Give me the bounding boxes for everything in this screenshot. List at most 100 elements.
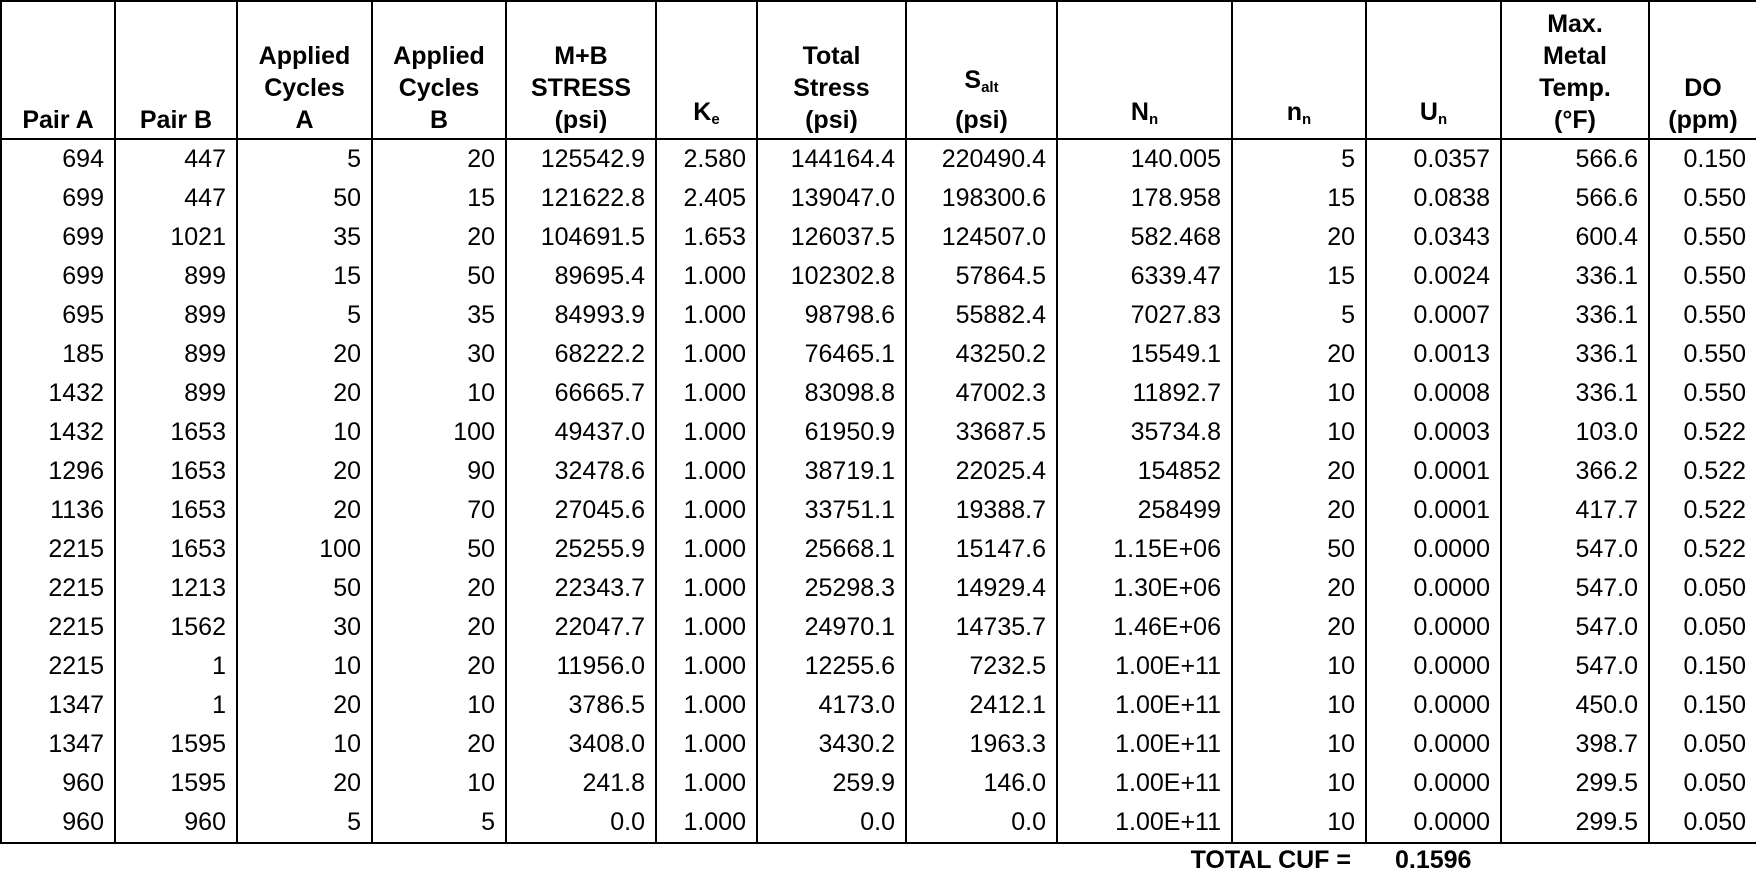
- table-cell: 336.1: [1500, 335, 1650, 374]
- table-cell: 103.0: [1500, 413, 1650, 452]
- table-cell: 1347: [0, 686, 116, 725]
- table-cell: 20: [236, 686, 373, 725]
- table-cell: 25298.3: [756, 569, 907, 608]
- table-cell: 699: [0, 218, 116, 257]
- table-cell: 0.550: [1648, 296, 1756, 335]
- table-cell: 14735.7: [905, 608, 1058, 647]
- header-line: (psi): [554, 106, 608, 134]
- table-cell: 450.0: [1500, 686, 1650, 725]
- table-cell: 66665.7: [505, 374, 657, 413]
- table-cell: 0.150: [1648, 647, 1756, 686]
- table-cell: 140.005: [1056, 139, 1233, 179]
- table-cell: 15: [371, 179, 507, 218]
- table-cell: 185: [0, 335, 116, 374]
- table-cell: 22343.7: [505, 569, 657, 608]
- table-cell: 1653: [114, 491, 238, 530]
- table-cell: 30: [236, 608, 373, 647]
- table-cell: 0.0007: [1365, 296, 1502, 335]
- table-cell: 2215: [0, 569, 116, 608]
- table-cell: 960: [0, 764, 116, 803]
- table-body: 694 447 5 20 125542.9 2.580 144164.4 220490.4 14…: [0, 139, 1756, 844]
- table-cell: 20: [1231, 335, 1367, 374]
- table-row: 699 447 50 15 121622.8 2.405 139047.0 198300.6 1…: [0, 179, 1756, 218]
- table-cell: 447: [114, 179, 238, 218]
- table-cell: 154852: [1056, 452, 1233, 491]
- header-line: DO: [1684, 74, 1722, 102]
- table-cell: 1: [114, 647, 238, 686]
- table-row: 1296 1653 20 90 32478.6 1.000 38719.1 22025.4 15…: [0, 452, 1756, 491]
- table-cell: 25255.9: [505, 530, 657, 569]
- column-header: DO (ppm): [1648, 0, 1756, 140]
- header-line: Total: [802, 42, 861, 70]
- header-line: STRESS: [530, 74, 632, 102]
- table-cell: 1.000: [655, 335, 758, 374]
- table-row: 2215 1213 50 20 22343.7 1.000 25298.3 14929.4 1.…: [0, 569, 1756, 608]
- header-subscript: alt: [981, 79, 999, 96]
- table-cell: 582.468: [1056, 218, 1233, 257]
- table-cell: 0.050: [1648, 569, 1756, 608]
- table-cell: 0.0000: [1365, 530, 1502, 569]
- table-cell: 125542.9: [505, 139, 657, 179]
- column-header: Pair B: [114, 0, 238, 140]
- table-cell: 11956.0: [505, 647, 657, 686]
- table-cell: 10: [1231, 374, 1367, 413]
- table-cell: 1.000: [655, 608, 758, 647]
- table-cell: 0.0: [505, 803, 657, 844]
- table-cell: 258499: [1056, 491, 1233, 530]
- table-cell: 2412.1: [905, 686, 1058, 725]
- header-line: (ppm): [1668, 106, 1738, 134]
- table-cell: 10: [236, 725, 373, 764]
- header-line: Applied: [393, 42, 485, 70]
- table-cell: 0.050: [1648, 608, 1756, 647]
- table-row: 1347 1595 10 20 3408.0 1.000 3430.2 1963.3 1.00E…: [0, 725, 1756, 764]
- table-cell: 566.6: [1500, 179, 1650, 218]
- table-cell: 366.2: [1500, 452, 1650, 491]
- table-cell: 20: [371, 218, 507, 257]
- table-cell: 50: [371, 257, 507, 296]
- total-value: 0.1596: [1395, 846, 1472, 874]
- table-cell: 61950.9: [756, 413, 907, 452]
- table-row: 2215 1653 100 50 25255.9 1.000 25668.1 15147.6 1…: [0, 530, 1756, 569]
- table-cell: 15: [1231, 179, 1367, 218]
- table-cell: 10: [1231, 647, 1367, 686]
- table-cell: 0.0343: [1365, 218, 1502, 257]
- header-base: n: [1286, 98, 1303, 126]
- table-cell: 68222.2: [505, 335, 657, 374]
- table-cell: 1.000: [655, 296, 758, 335]
- table-cell: 1.000: [655, 257, 758, 296]
- header-base: K: [693, 98, 712, 126]
- table-cell: 1.000: [655, 530, 758, 569]
- table-cell: 1653: [114, 530, 238, 569]
- table-cell: 547.0: [1500, 608, 1650, 647]
- table-cell: 0.0001: [1365, 491, 1502, 530]
- header-line: Stress: [793, 74, 870, 102]
- table-cell: 10: [236, 647, 373, 686]
- table-cell: 0.0: [905, 803, 1058, 844]
- table-cell: 0.0000: [1365, 725, 1502, 764]
- table-cell: 198300.6: [905, 179, 1058, 218]
- table-cell: 57864.5: [905, 257, 1058, 296]
- header-line: Applied: [258, 42, 351, 70]
- header-row: Pair A Pair B Applied Cycles A Applied Cycles B…: [0, 0, 1756, 140]
- table-row: 699 899 15 50 89695.4 1.000 102302.8 57864.5 633…: [0, 257, 1756, 296]
- table-cell: 20: [1231, 569, 1367, 608]
- header-line: Cycles: [398, 74, 480, 102]
- table-cell: 33687.5: [905, 413, 1058, 452]
- table-cell: 10: [371, 374, 507, 413]
- table-cell: 38719.1: [756, 452, 907, 491]
- table-cell: 5: [236, 296, 373, 335]
- table-cell: 100: [236, 530, 373, 569]
- table-cell: 3408.0: [505, 725, 657, 764]
- header-line: Pair A: [22, 106, 94, 134]
- table-cell: 241.8: [505, 764, 657, 803]
- table-cell: 0.550: [1648, 179, 1756, 218]
- table-cell: 1595: [114, 725, 238, 764]
- table-cell: 12255.6: [756, 647, 907, 686]
- table-cell: 43250.2: [905, 335, 1058, 374]
- table-cell: 1653: [114, 452, 238, 491]
- table-cell: 0.522: [1648, 452, 1756, 491]
- table-cell: 178.958: [1056, 179, 1233, 218]
- table-cell: 0.522: [1648, 413, 1756, 452]
- table-cell: 0.150: [1648, 686, 1756, 725]
- table-cell: 899: [114, 374, 238, 413]
